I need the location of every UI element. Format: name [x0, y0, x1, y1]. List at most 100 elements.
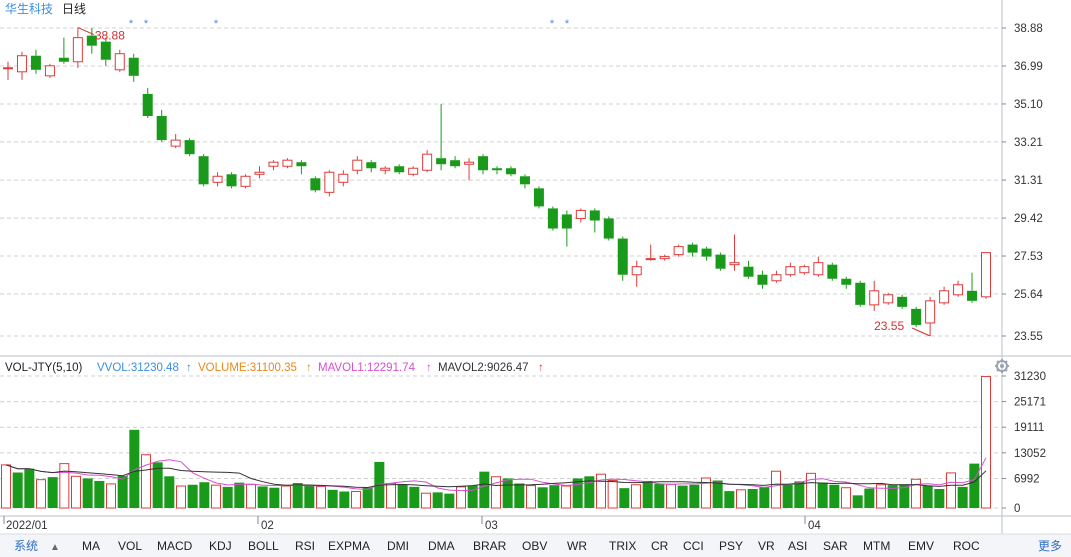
candle [617, 236, 628, 281]
candle [659, 254, 670, 261]
volume-bar [806, 472, 816, 509]
volume-bar [397, 484, 408, 508]
event-marker[interactable]: * [565, 18, 570, 30]
toolbar-item-trix[interactable]: TRIX [609, 539, 636, 553]
volume-bar [596, 473, 606, 509]
candle [128, 53, 139, 82]
candle [352, 156, 363, 175]
toolbar-item-sar[interactable]: SAR [823, 539, 848, 553]
volume-bar [117, 475, 128, 508]
candle [268, 160, 279, 171]
toolbar-item-emv[interactable]: EMV [908, 539, 934, 553]
date-label: 03 [485, 520, 498, 532]
candle [631, 260, 642, 287]
volume-bar [549, 485, 560, 508]
more-button[interactable]: 更多 [1038, 539, 1062, 553]
price-tick-label: 23.55 [1014, 331, 1043, 343]
price-tick-label: 31.31 [1014, 175, 1043, 187]
toolbar-item-wr[interactable]: WR [567, 539, 587, 553]
volume-bar [666, 483, 676, 509]
date-label: 02 [261, 520, 274, 532]
candle [142, 87, 153, 119]
toolbar-item-boll[interactable]: BOLL [248, 539, 279, 553]
stock-name[interactable]: 华生科技 [5, 2, 53, 16]
volume-bar [911, 478, 921, 509]
volume-bar [409, 486, 420, 508]
volume-bar [211, 484, 221, 509]
toolbar-item-ma[interactable]: MA [82, 539, 100, 553]
volume-bar [631, 484, 641, 509]
gear-icon[interactable] [995, 359, 1009, 373]
volume-bar [467, 485, 478, 508]
volume-bar [432, 492, 443, 508]
candle [86, 28, 97, 54]
candle [3, 61, 13, 80]
toolbar-item-rsi[interactable]: RSI [295, 539, 315, 553]
volume-indicator-name[interactable]: VOL-JTY(5,10) [5, 362, 82, 374]
candle [310, 176, 321, 193]
price-tick-label: 38.88 [1014, 23, 1043, 35]
toolbar-item-mtm[interactable]: MTM [863, 539, 890, 553]
candle [519, 174, 530, 189]
high-price-label: 38.88 [95, 29, 125, 43]
toolbar-item-cci[interactable]: CCI [683, 539, 704, 553]
event-marker[interactable]: * [129, 18, 134, 30]
volume-bar [969, 463, 980, 508]
candle [673, 244, 684, 257]
volume-bar [281, 485, 291, 509]
candle [729, 234, 740, 271]
chevron-up-icon[interactable]: ▲ [50, 542, 60, 553]
toolbar-item-cr[interactable]: CR [651, 539, 669, 553]
toolbar-item-kdj[interactable]: KDJ [209, 539, 232, 553]
candle [212, 172, 223, 187]
candle [58, 37, 69, 64]
price-tick-label: 35.10 [1014, 99, 1043, 111]
toolbar-item-dma[interactable]: DMA [428, 539, 455, 553]
mavol2-line [5, 464, 987, 489]
toolbar-item-vol[interactable]: VOL [118, 539, 142, 553]
volume-bar [269, 487, 280, 508]
candle [240, 174, 251, 189]
candle [422, 150, 433, 173]
candle [254, 166, 265, 179]
volume-bar [257, 486, 268, 508]
mavol2-arrow: ↑ [538, 362, 544, 374]
event-marker[interactable]: * [144, 18, 149, 30]
volume-bar [59, 463, 70, 509]
candle [855, 280, 866, 307]
toolbar-item-psy[interactable]: PSY [719, 539, 743, 553]
mavol1-line [5, 457, 987, 492]
period-label[interactable]: 日线 [62, 2, 86, 16]
toolbar-item-brar[interactable]: BRAR [473, 539, 507, 553]
volume-bar [362, 487, 373, 508]
volume-bar [817, 482, 828, 508]
event-marker[interactable]: * [214, 18, 219, 30]
candle [701, 246, 712, 261]
toolbar-item-obv[interactable]: OBV [522, 539, 547, 553]
candle [715, 252, 726, 271]
candle [897, 294, 908, 309]
toolbar-item-dmi[interactable]: DMI [387, 539, 409, 553]
toolbar-item-expma[interactable]: EXPMA [328, 539, 370, 553]
system-menu-button[interactable]: 系统 [14, 539, 38, 553]
volume-bar [607, 480, 618, 509]
volume-bar [701, 477, 711, 509]
volume-bar [946, 472, 956, 509]
candle [30, 49, 41, 74]
volume-bar [899, 484, 910, 508]
volume-bar [106, 483, 116, 509]
volume-bar [129, 429, 140, 508]
toolbar-item-asi[interactable]: ASI [788, 539, 807, 553]
candle [687, 242, 698, 257]
volume-bar [852, 495, 863, 508]
toolbar-item-vr[interactable]: VR [758, 539, 775, 553]
toolbar-item-roc[interactable]: ROC [953, 539, 980, 553]
volume-bar [642, 480, 653, 508]
candle [561, 210, 572, 247]
event-marker[interactable]: * [550, 18, 555, 30]
price-tick-label: 29.42 [1014, 213, 1043, 225]
volume-bar [922, 485, 933, 508]
candle [645, 244, 656, 261]
volume-tick-label: 19111 [1014, 422, 1044, 434]
toolbar-item-macd[interactable]: MACD [157, 539, 193, 553]
